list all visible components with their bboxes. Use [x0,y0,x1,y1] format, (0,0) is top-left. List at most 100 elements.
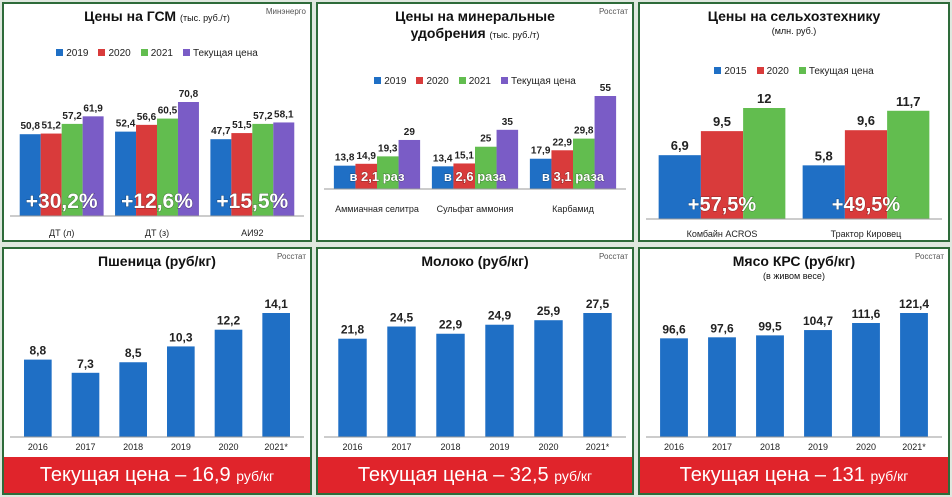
bar [24,359,52,437]
x-tick-label: 2019 [489,442,510,452]
bar [844,130,888,219]
source: Росстат [599,7,628,16]
value-label: 9,6 [857,113,875,128]
legend: 2019 2020 2021 Текущая цена [4,48,310,59]
value-label: 121,4 [899,297,929,311]
x-tick-label: 2018 [440,442,461,452]
legend-swatch [714,67,722,74]
legend-label: 2021 [468,76,491,87]
bar [398,139,421,189]
chart-panel: Цены на ГСМ (тыс. руб./т) Минэнерго 2019 20… [2,2,312,242]
x-tick-label: ДТ (з) [144,228,170,238]
value-label: 47,7 [211,126,231,137]
chart-title: Цены на сельхозтехнику [707,8,881,24]
footer-unit: руб/кг [554,468,593,484]
bar [900,313,928,437]
legend-swatch [182,49,190,56]
value-label: 35 [502,117,514,128]
annotation: +57,5% [688,194,757,216]
annotation: в 2,1 раз [349,169,405,184]
bar [115,131,137,216]
value-label: 11,7 [896,94,921,109]
bar [534,320,563,437]
bar [756,335,784,437]
bar [157,118,178,216]
chart-panel: Молоко (руб/кг) Росстат 21,8 24,5 22,9 24,9 25… [316,247,634,495]
bar [119,362,147,437]
footer-text: Текущая цена – 131 [679,464,865,486]
legend-item: 2019 [374,76,406,87]
legend-item: 2020 [98,48,131,59]
value-label: 60,5 [158,106,178,117]
x-tick-label: Комбайн ACROS [686,229,758,239]
value-label: 61,9 [83,103,103,114]
legend-swatch [416,77,424,84]
legend-label: 2019 [384,76,407,87]
bar [660,338,688,437]
bar [708,337,736,437]
value-label: 22,9 [439,318,463,332]
value-label: 13,4 [433,153,453,164]
x-tick-label: ДТ (л) [48,228,75,238]
chart-title-block: Цены на минеральные удобрения (тыс. руб.… [318,8,632,44]
legend-label: Текущая цена [192,48,258,59]
value-label: 24,9 [488,309,512,323]
bar [529,158,552,189]
value-label: 12,2 [217,314,241,328]
bar [485,324,514,437]
legend-label: Текущая цена [808,66,874,77]
footer-unit: руб/кг [870,468,909,484]
x-tick-label: 2020 [538,442,559,452]
value-label: 50,8 [20,121,40,132]
legend-swatch [756,67,764,74]
value-label: 12 [757,91,771,106]
value-label: 13,8 [335,153,355,164]
x-tick-label: 2020 [218,442,239,452]
legend-item: 2019 [56,48,88,59]
chart-title: Мясо КРС (руб/кг) [732,253,856,269]
footer-text: Текущая цена – 16,9 [39,464,231,486]
value-label: 104,7 [803,314,833,328]
bar [338,338,367,437]
legend-swatch [98,49,106,56]
legend-swatch [56,49,64,56]
bar [658,155,701,219]
value-label: 51,2 [41,121,61,132]
value-label: 17,9 [531,146,551,157]
source: Росстат [599,252,628,261]
x-tick-label: 2021* [264,442,288,452]
plot: 96,6 97,6 99,5 104,7 111,6 121,4 [646,297,942,438]
bar [136,124,157,216]
bar [431,166,454,189]
x-tick-label: 2016 [342,442,363,452]
bar [40,133,62,216]
bar [475,146,497,189]
chart-title: Цены на минеральные удобрения [395,8,555,41]
bar [573,138,595,189]
value-label: 99,5 [758,319,782,333]
legend-label: 2020 [426,76,449,87]
legend: 2019 2020 2021 Текущая цена [318,76,632,87]
annotation: +49,5% [832,194,901,216]
source: Минэнерго [265,7,306,16]
value-label: 14,9 [356,151,376,162]
value-label: 29,8 [574,126,594,137]
bar [594,96,617,189]
annotation: +15,5% [216,190,288,213]
value-label: 8,5 [125,346,142,360]
annotation: +12,6% [121,190,193,213]
bar [387,326,416,437]
value-label: 70,8 [179,89,199,100]
value-label: 7,3 [77,357,94,371]
value-label: 97,6 [710,321,734,335]
chart-title-block: Пшеница (руб/кг) [4,253,310,270]
footer-unit: руб/кг [236,468,275,484]
bar [333,165,356,189]
footer: Текущая цена – 16,9 руб/кг [4,457,310,493]
legend-label: 2020 [108,48,131,59]
bar [436,333,465,437]
x-tick-label: 2019 [170,442,191,452]
source: Росстат [277,252,306,261]
annotation: в 3,1 раза [542,169,605,184]
